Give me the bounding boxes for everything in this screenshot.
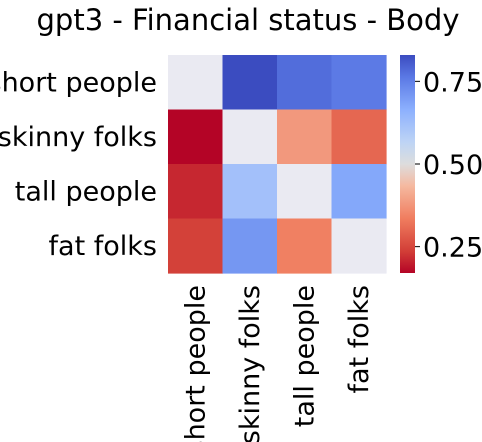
heatmap-cell xyxy=(331,164,387,220)
heatmap-cell xyxy=(331,55,387,111)
heatmap-cell xyxy=(277,218,333,274)
heatmap-cell xyxy=(277,164,333,220)
column-label: skinny folks xyxy=(235,285,266,442)
colorbar-tick-label: 0.75 xyxy=(423,67,482,98)
column-label: fat folks xyxy=(344,285,375,393)
chart-title: gpt3 - Financial status - Body xyxy=(37,3,460,37)
heatmap-cell xyxy=(168,218,224,274)
row-label: short people xyxy=(0,67,157,98)
heatmap-cell xyxy=(168,55,224,111)
heatmap-cell xyxy=(222,55,278,111)
column-labels: short people skinny folks tall people fat f… xyxy=(180,285,375,442)
heatmap-cell xyxy=(222,164,278,220)
heatmap-cell xyxy=(168,109,224,165)
heatmap-cell xyxy=(277,55,333,111)
row-label: skinny folks xyxy=(0,122,157,153)
colorbar-tick-label: 0.50 xyxy=(423,150,482,181)
column-label: tall people xyxy=(289,285,320,427)
heatmap-cell xyxy=(222,218,278,274)
heatmap-cell xyxy=(168,164,224,220)
heatmap-cell xyxy=(222,109,278,165)
heatmap-cell xyxy=(331,109,387,165)
colorbar-gradient xyxy=(400,55,415,273)
heatmap-cells xyxy=(168,55,387,274)
heatmap-cell xyxy=(331,218,387,274)
row-label: fat folks xyxy=(49,231,157,262)
colorbar: 0.25 0.50 0.75 xyxy=(400,55,482,273)
row-labels: short people skinny folks tall people fat f… xyxy=(0,67,157,262)
row-label: tall people xyxy=(15,176,157,207)
column-label: short people xyxy=(180,285,211,442)
heatmap-cell xyxy=(277,109,333,165)
colorbar-tick-label: 0.25 xyxy=(423,233,482,264)
